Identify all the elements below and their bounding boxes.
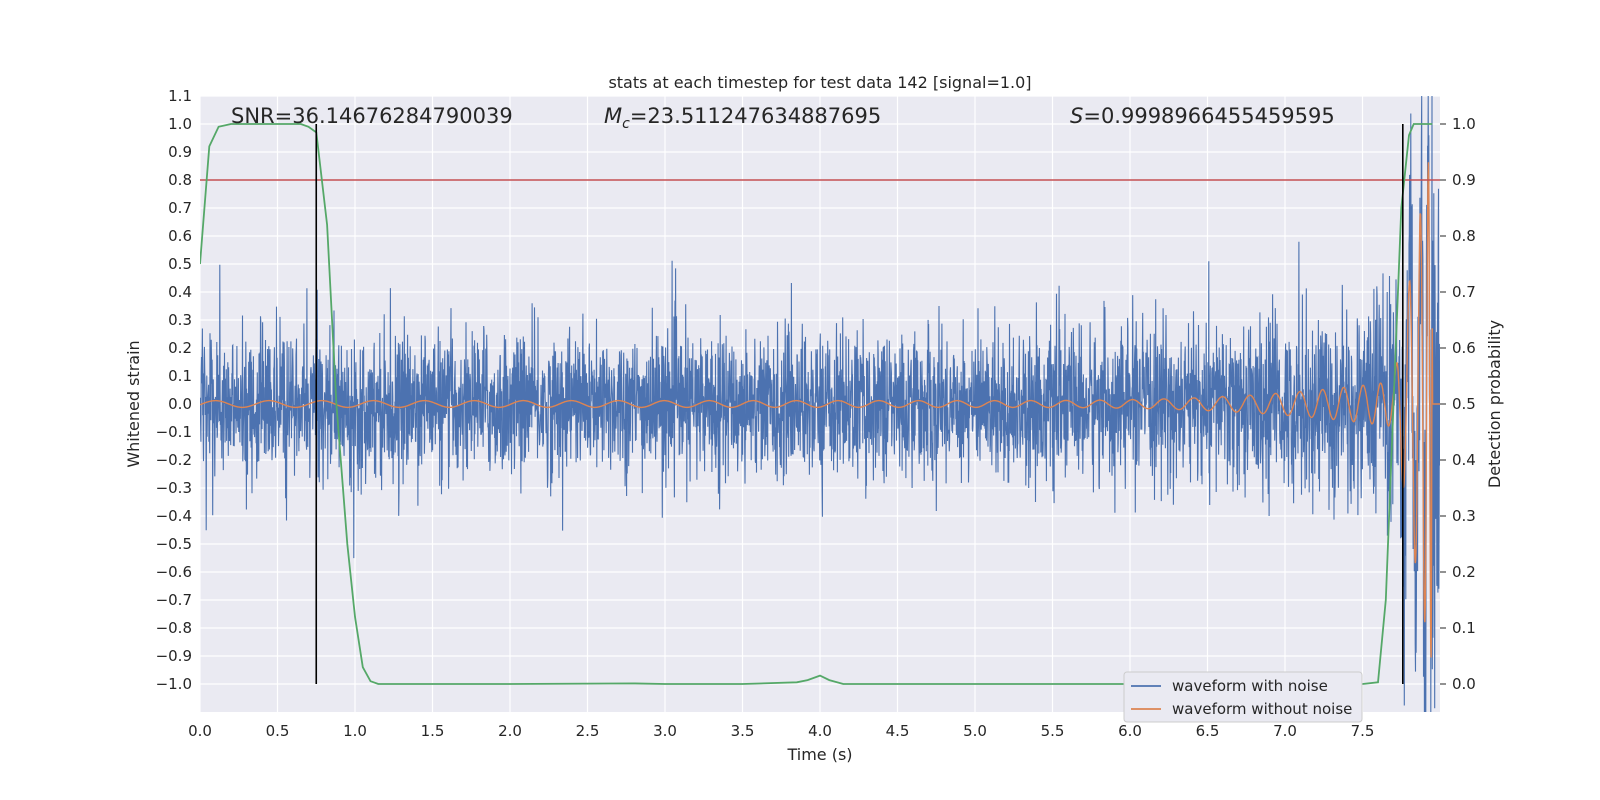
y-tick-label: 0.3 [168,311,192,329]
y-tick-label: 0.6 [168,227,192,245]
right-y-tick-label: 0.4 [1452,451,1476,469]
y-tick-label: −0.9 [156,647,192,665]
detection-statistic-annotation: S=0.9998966455459595 [1070,104,1335,128]
y-tick-label: 0.0 [168,395,192,413]
legend-label-noise: waveform with noise [1172,677,1328,695]
y-tick-label: 0.9 [168,143,192,161]
right-y-tick-label: 1.0 [1452,115,1476,133]
y-tick-label: 0.1 [168,367,192,385]
y-axis-ticks: 1.1 1.0 0.9 0.8 0.7 0.6 0.5 0.4 0.3 0.2 0.1 0.0 −0.1… [156,87,192,693]
chirp-mass-value: =23.511247634887695 [630,104,881,128]
detection-statistic-value: =0.9998966455459595 [1083,104,1334,128]
line-waveform-with-noise [200,96,1440,712]
y-tick-label: −0.8 [156,619,192,637]
y-tick-label: 0.4 [168,283,192,301]
x-tick-label: 5.0 [963,722,987,740]
x-tick-label: 1.5 [421,722,445,740]
chirp-mass-annotation: Mc=23.511247634887695 [604,104,881,132]
y-tick-label: −0.3 [156,479,192,497]
right-y-tick-label: 0.8 [1452,227,1476,245]
y-tick-label: −0.4 [156,507,192,525]
legend-label-clean: waveform without noise [1172,700,1352,718]
right-y-tick-label: 0.3 [1452,507,1476,525]
y-tick-label: −1.0 [156,675,192,693]
x-tick-label: 4.5 [886,722,910,740]
x-tick-label: 0.5 [266,722,290,740]
x-axis-ticks: 0.0 0.5 1.0 1.5 2.0 2.5 3.0 3.5 4.0 4.5 5.0 5.5 6.0 6… [188,722,1374,740]
legend-box [1123,671,1363,723]
right-y-axis-label: Detection probability [1485,320,1504,488]
y-tick-label: 1.0 [168,115,192,133]
x-tick-label: 7.0 [1273,722,1297,740]
y-tick-label: −0.6 [156,563,192,581]
x-tick-label: 6.5 [1196,722,1220,740]
right-y-tick-label: 0.2 [1452,563,1476,581]
series-waveform-with-noise [200,96,1440,712]
y-tick-label: 0.2 [168,339,192,357]
series-detection-probability [200,123,1433,685]
x-tick-label: 2.5 [576,722,600,740]
x-tick-label: 5.5 [1041,722,1065,740]
right-y-axis-ticks: 1.0 0.9 0.8 0.7 0.6 0.5 0.4 0.3 0.2 0.1 0.0 [1440,115,1476,693]
y-axis-label: Whitened strain [124,340,143,467]
right-y-tick-label: 0.5 [1452,395,1476,413]
y-tick-label: −0.2 [156,451,192,469]
y-tick-label: −0.1 [156,423,192,441]
x-axis-label: Time (s) [786,745,852,764]
vertical-markers [315,124,1404,684]
x-tick-label: 0.0 [188,722,212,740]
right-y-tick-label: 0.9 [1452,171,1476,189]
x-tick-label: 6.0 [1118,722,1142,740]
right-y-tick-label: 0.7 [1452,283,1476,301]
y-tick-label: 1.1 [168,87,192,105]
y-tick-label: −0.7 [156,591,192,609]
right-y-tick-label: 0.6 [1452,339,1476,357]
right-y-tick-label: 0.0 [1452,675,1476,693]
snr-annotation: SNR=36.14676284790039 [231,104,513,128]
x-tick-label: 2.0 [498,722,522,740]
x-tick-label: 7.5 [1351,722,1375,740]
x-tick-label: 4.0 [808,722,832,740]
right-y-tick-label: 0.1 [1452,619,1476,637]
line-waveform-without-noise [200,162,1440,658]
x-tick-label: 3.5 [731,722,755,740]
chirp-mass-symbol: M [604,104,622,128]
x-tick-label: 1.0 [343,722,367,740]
detection-statistic-symbol: S [1070,104,1083,128]
y-tick-label: 0.8 [168,171,192,189]
chart-title: stats at each timestep for test data 142… [608,73,1031,92]
x-tick-label: 3.0 [653,722,677,740]
series-waveform-without-noise [200,162,1440,658]
legend: waveform with noise waveform without noi… [1123,671,1363,723]
chirp-mass-subscript: c [622,116,630,132]
y-tick-label: −0.5 [156,535,192,553]
line-detection-probability [200,123,1433,685]
y-tick-label: 0.7 [168,199,192,217]
y-tick-label: 0.5 [168,255,192,273]
